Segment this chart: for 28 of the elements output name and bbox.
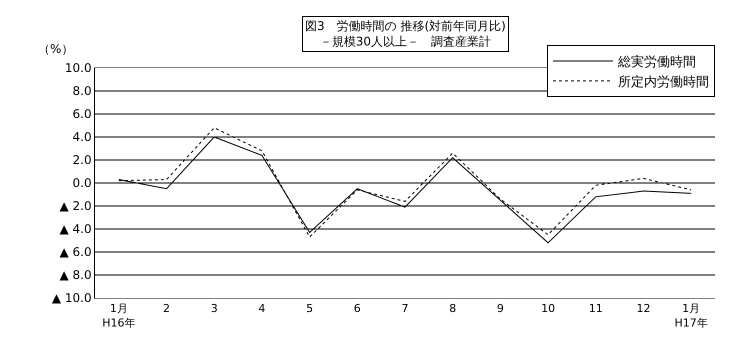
x-tick-label: 4 [258,302,266,316]
x-tick-label: 2 [163,302,170,316]
y-tick-label: 2.0 [72,153,92,168]
x-tick-label: 9 [496,302,504,316]
x-tick-label: 6 [354,302,361,316]
x-tick-label: 1月 H16年 [102,302,136,330]
legend-label: 総実労働時間 [617,54,696,70]
x-tick-label: 1月 H17年 [674,302,708,330]
y-tick-label: 4.0 [72,130,92,144]
y-tick-label: 8.0 [72,84,92,98]
y-tick-label: 6.0 [72,107,92,122]
x-tick-label: 11 [588,302,603,316]
chart-title: 図3 労働時間の 推移(対前年同月比) －規模30人以上－ 調査産業計 [305,19,506,49]
y-axis-title: （%） [38,42,74,56]
y-tick-label: ▲ 2.0 [59,199,92,214]
y-tick-label: ▲ 10.0 [52,291,92,306]
x-tick-label: 10 [541,302,556,316]
y-tick-label: 10.0 [64,61,92,76]
x-tick-label: 3 [210,302,218,316]
x-tick-label: 5 [306,302,314,316]
legend-label: 所定内労働時間 [618,74,709,90]
x-tick-label: 7 [402,302,408,316]
x-tick-label: 8 [449,302,456,316]
y-tick-label: ▲ 8.0 [59,268,92,282]
y-tick-label: 0.0 [72,176,92,190]
y-tick-label: ▲ 6.0 [59,245,92,260]
y-tick-label: ▲ 4.0 [59,222,92,236]
x-tick-label: 12 [636,302,650,316]
